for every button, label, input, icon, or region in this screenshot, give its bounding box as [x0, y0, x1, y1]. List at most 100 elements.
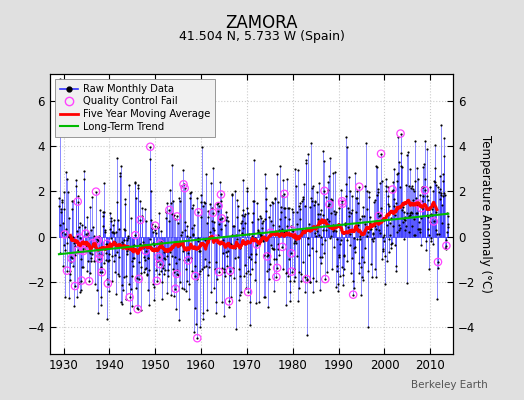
- Point: [440, 152, 448, 159]
- Point: [277, 228, 286, 235]
- Point: [185, 234, 194, 240]
- Point: [388, 186, 397, 193]
- Point: [155, 210, 163, 216]
- Point: [339, 200, 347, 207]
- Point: [266, 202, 275, 208]
- Point: [227, 294, 235, 301]
- Point: [164, 267, 172, 273]
- Point: [210, 219, 219, 226]
- Point: [310, 199, 319, 205]
- Point: [90, 258, 98, 265]
- Point: [316, 287, 324, 293]
- Point: [242, 285, 250, 291]
- Point: [428, 212, 436, 218]
- Point: [142, 265, 150, 271]
- Point: [62, 176, 71, 182]
- Point: [217, 215, 226, 222]
- Point: [278, 193, 286, 199]
- Point: [71, 283, 79, 289]
- Point: [105, 288, 114, 294]
- Point: [314, 201, 322, 208]
- Point: [93, 236, 101, 243]
- Point: [193, 238, 202, 244]
- Point: [58, 199, 67, 205]
- Point: [239, 224, 248, 231]
- Point: [402, 182, 410, 188]
- Point: [66, 268, 74, 274]
- Point: [215, 179, 224, 185]
- Point: [280, 205, 288, 212]
- Point: [214, 203, 223, 209]
- Point: [240, 273, 248, 279]
- Point: [364, 324, 372, 330]
- Point: [141, 248, 150, 254]
- Point: [134, 184, 143, 191]
- Point: [424, 232, 433, 238]
- Point: [293, 298, 302, 304]
- Point: [220, 268, 228, 275]
- Point: [323, 203, 332, 209]
- Point: [419, 164, 427, 170]
- Point: [73, 198, 82, 205]
- Point: [272, 274, 280, 280]
- Point: [154, 257, 162, 264]
- Point: [383, 258, 391, 264]
- Point: [241, 262, 249, 268]
- Point: [152, 229, 160, 236]
- Point: [63, 268, 71, 274]
- Point: [441, 192, 449, 198]
- Point: [291, 166, 300, 172]
- Point: [109, 222, 117, 228]
- Point: [396, 184, 405, 190]
- Point: [80, 168, 89, 174]
- Point: [73, 294, 81, 300]
- Point: [114, 254, 123, 260]
- Point: [88, 251, 96, 258]
- Point: [311, 230, 319, 236]
- Point: [369, 230, 378, 236]
- Point: [56, 250, 64, 256]
- Point: [402, 210, 411, 216]
- Point: [305, 279, 314, 285]
- Point: [438, 220, 446, 226]
- Point: [91, 281, 100, 288]
- Point: [394, 134, 402, 140]
- Point: [397, 163, 405, 169]
- Point: [160, 248, 169, 255]
- Point: [139, 268, 148, 275]
- Point: [374, 189, 382, 195]
- Point: [173, 266, 182, 273]
- Point: [172, 260, 180, 266]
- Point: [116, 170, 124, 176]
- Point: [405, 183, 413, 190]
- Point: [217, 226, 225, 233]
- Point: [267, 217, 275, 224]
- Point: [92, 188, 100, 195]
- Point: [73, 228, 82, 234]
- Point: [282, 268, 291, 275]
- Point: [220, 312, 228, 319]
- Point: [288, 268, 296, 275]
- Point: [144, 255, 152, 261]
- Point: [299, 196, 307, 203]
- Point: [285, 256, 293, 262]
- Point: [395, 158, 403, 165]
- Point: [435, 231, 443, 237]
- Point: [68, 255, 76, 262]
- Point: [327, 233, 335, 240]
- Point: [182, 266, 190, 272]
- Point: [309, 288, 317, 295]
- Point: [370, 265, 379, 272]
- Point: [259, 218, 268, 224]
- Point: [126, 310, 135, 316]
- Point: [386, 241, 395, 248]
- Point: [55, 203, 63, 210]
- Point: [273, 265, 281, 271]
- Point: [275, 223, 283, 229]
- Point: [434, 259, 442, 265]
- Point: [316, 260, 325, 266]
- Point: [294, 166, 302, 173]
- Point: [141, 257, 149, 264]
- Point: [123, 248, 132, 254]
- Point: [278, 244, 287, 250]
